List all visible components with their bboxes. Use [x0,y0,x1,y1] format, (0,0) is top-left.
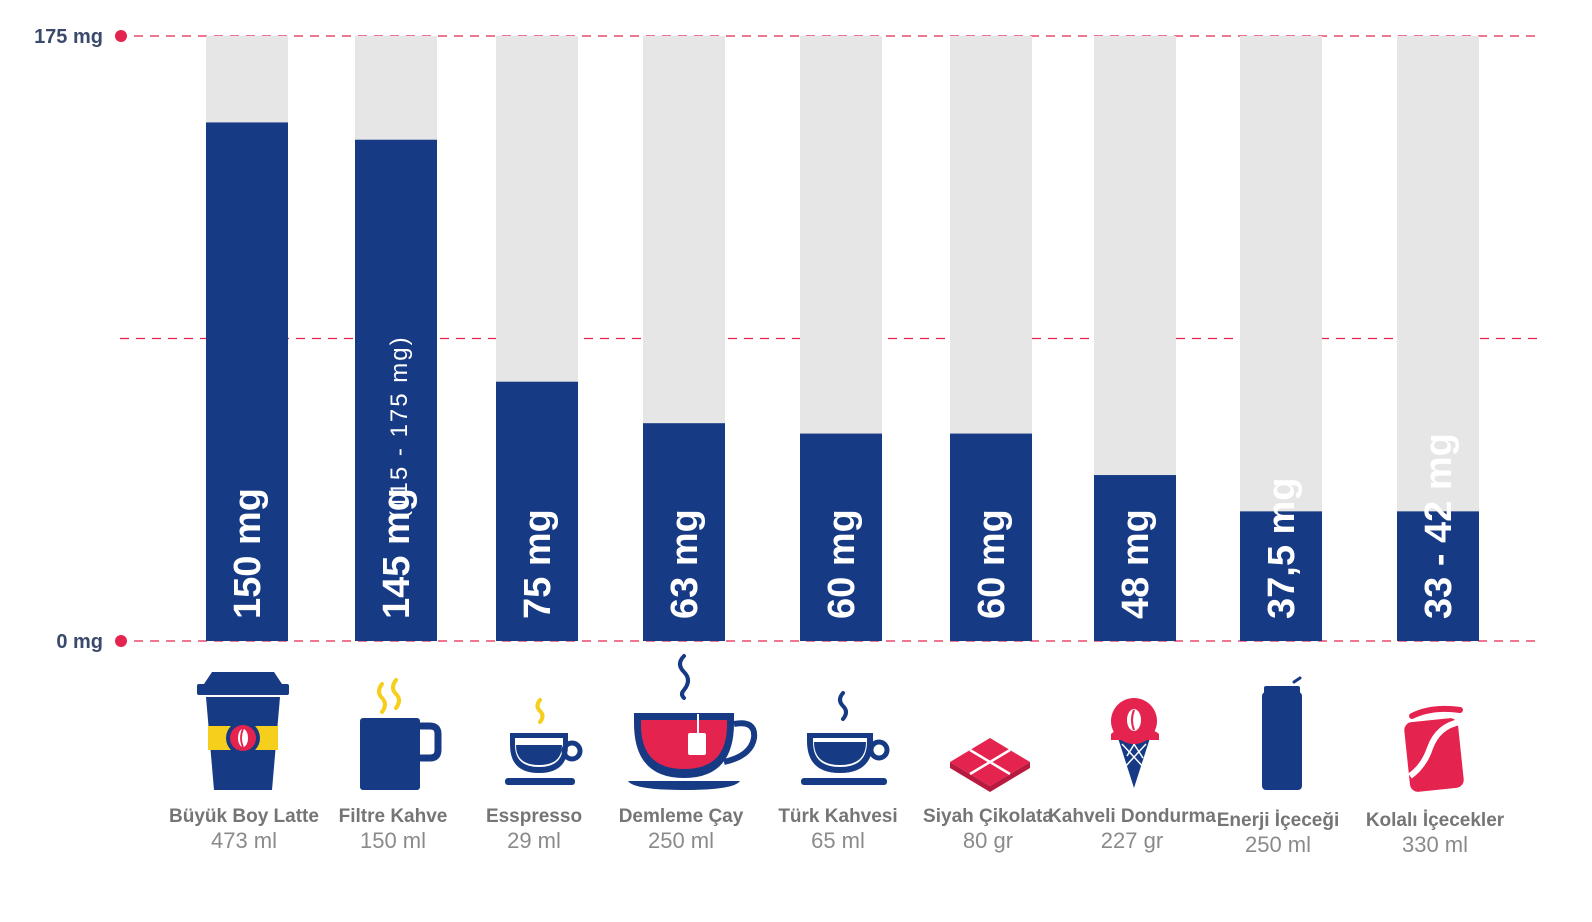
category-size: 29 ml [507,828,561,853]
category-name: Türk Kahvesi [778,806,897,827]
category-size: 65 ml [811,828,865,853]
y-tick-dot [115,30,127,42]
bar-value-label: 145 mg [376,488,418,619]
category-icons [197,654,1464,792]
category-name: Büyük Boy Latte [169,806,319,827]
category-size: 227 gr [1101,828,1163,853]
category-size: 250 ml [648,828,714,853]
turkish-coffee-cup-icon [801,691,890,785]
tea-cup-icon [628,654,758,790]
bar [800,433,882,641]
steaming-mug-icon [360,678,442,790]
y-tick-label: 175 mg [34,26,103,48]
chocolate-bar-icon [950,738,1030,792]
energy-drink-can-icon [1262,676,1302,790]
cola-can-icon [1404,705,1464,792]
category-name: Kolalı İçecekler [1366,810,1505,831]
bar-value-label: 60 mg [821,509,863,619]
espresso-cup-icon [505,698,583,785]
bar [496,381,578,641]
category-name: Kahveli Dondurma [1048,806,1216,827]
bar [950,433,1032,641]
ice-cream-cone-icon [1111,698,1159,788]
bar-range-label: (115 - 175 mg) [386,335,413,519]
bar [355,139,437,641]
bar-value-label: 37,5 mg [1261,477,1303,619]
category-size: 250 ml [1245,832,1311,857]
category-name: Filtre Kahve [339,806,448,827]
bar [1094,475,1176,641]
category-name: Siyah Çikolata [923,806,1053,827]
category-name: Enerji İçeceği [1217,810,1340,831]
bar-value-label: 63 mg [664,509,706,619]
category-size: 80 gr [963,828,1013,853]
category-size: 330 ml [1402,832,1468,857]
bar [643,423,725,641]
bar [1397,511,1479,641]
bar-value-label: 48 mg [1115,509,1157,619]
bar [206,122,288,641]
y-tick-label: 0 mg [56,631,103,653]
y-tick-dot [115,635,127,647]
category-name: Esspresso [486,806,582,827]
bar-value-label: 60 mg [971,509,1013,619]
category-size: 473 ml [211,828,277,853]
bar-value-label: 150 mg [227,488,269,619]
bar-value-label: 33 - 42 mg [1418,433,1460,619]
y-axis-ticks: 175 mg 0 mg [34,26,127,653]
bar [1240,511,1322,641]
bar-value-label: 75 mg [517,509,559,619]
coffee-to-go-cup-icon [197,672,289,790]
category-size: 150 ml [360,828,426,853]
bars: 150 mg 145 mg(115 - 175 mg) 75 mg 63 mg 60 m… [206,36,1479,641]
category-name: Demleme Çay [619,806,744,827]
